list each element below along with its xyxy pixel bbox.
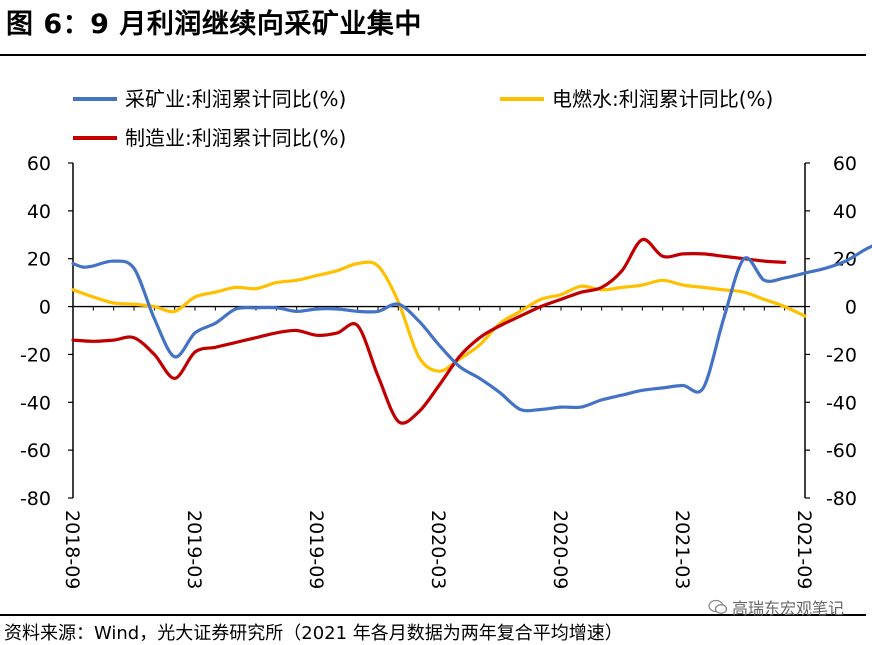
watermark: 高瑞东宏观笔记 <box>708 595 844 619</box>
left-y-tick-label: 40 <box>27 201 51 223</box>
chart-title: 图 6：9 月利润继续向采矿业集中 <box>6 9 422 40</box>
left-y-tick-label: 0 <box>39 297 51 319</box>
x-tick-label: 2019-03 <box>183 510 205 589</box>
chart-legend: 采矿业:利润累计同比(%) 电燃水:利润累计同比(%) 制造业:利润累计同比(%) <box>73 87 773 150</box>
left-y-tick-label: 60 <box>27 153 51 175</box>
source-note: 资料来源：Wind，光大证券研究所（2021 年各月数据为两年复合平均增速） <box>4 623 623 644</box>
line-chart: 采矿业:利润累计同比(%) 电燃水:利润累计同比(%)制造业:利润累计同比(%) … <box>20 87 872 589</box>
legend-label-1: 电燃水:利润累计同比(%) <box>552 87 773 111</box>
right-y-tick-label: -20 <box>826 344 857 366</box>
x-tick-label: 2020-09 <box>549 510 571 589</box>
wechat-icon <box>708 599 728 614</box>
x-tick-label: 2021-09 <box>793 510 815 589</box>
legend-label-0: 采矿业:利润累计同比(%) <box>125 87 346 111</box>
series-line-1 <box>71 260 807 373</box>
x-tick-label: 2019-09 <box>305 510 327 589</box>
series-lines <box>71 237 872 425</box>
left-y-tick-label: 20 <box>27 249 51 271</box>
right-y-tick-label: -60 <box>826 440 857 462</box>
left-y-tick-label: -80 <box>20 488 51 510</box>
right-y-tick-label: 60 <box>833 153 857 175</box>
left-y-axis: 60 40 20 0 -20 -40 -60 -80 <box>20 153 74 510</box>
watermark-text: 高瑞东宏观笔记 <box>731 599 844 618</box>
right-y-tick-label: -40 <box>826 392 857 414</box>
left-y-tick-label: -60 <box>20 440 51 462</box>
x-axis: 2018-09 2019-03 2019-09 2020-03 2020-09 2021-… <box>61 305 815 589</box>
right-y-tick-label: 40 <box>833 201 857 223</box>
series-line-2 <box>71 237 787 425</box>
x-tick-label: 2020-03 <box>427 510 449 589</box>
legend-label-2: 制造业:利润累计同比(%) <box>125 126 346 150</box>
title-divider <box>0 54 866 56</box>
right-y-tick-label: 0 <box>845 297 857 319</box>
x-tick-label: 2021-03 <box>671 510 693 589</box>
right-y-tick-label: -80 <box>826 488 857 510</box>
left-y-tick-label: -40 <box>20 392 51 414</box>
x-tick-label: 2018-09 <box>61 510 83 589</box>
footer-divider <box>0 614 866 616</box>
series-line-0 <box>71 244 872 413</box>
left-y-tick-label: -20 <box>20 344 51 366</box>
